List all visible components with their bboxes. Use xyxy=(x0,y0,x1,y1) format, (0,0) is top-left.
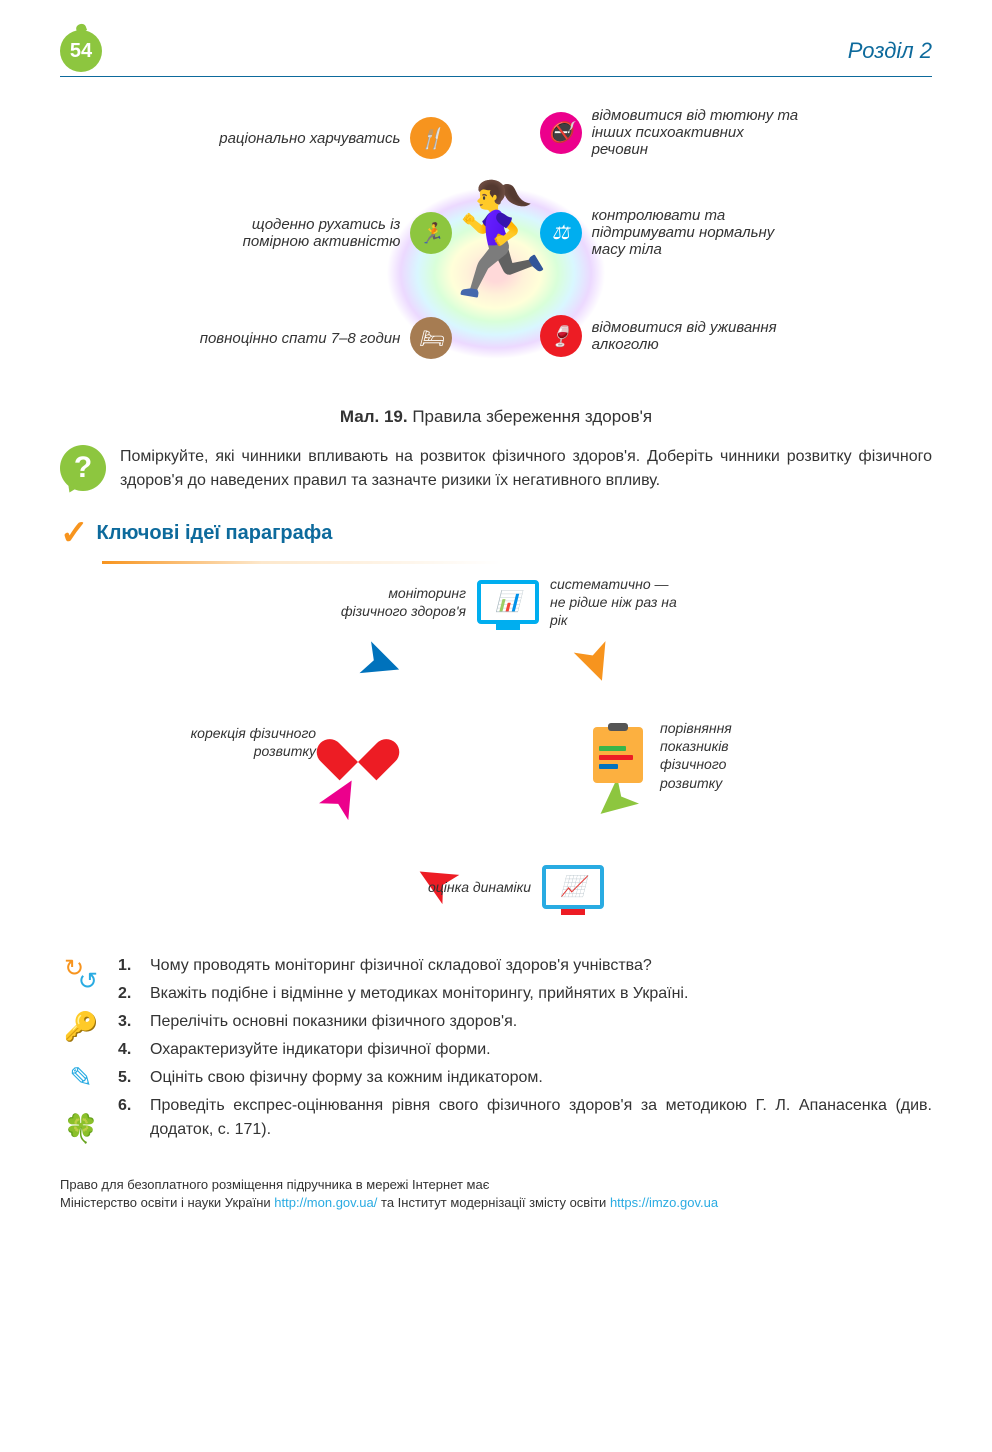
tasks-list: 1. Чому проводять моніторинг фізичної ск… xyxy=(118,954,932,1146)
task-number: 1. xyxy=(118,954,140,978)
task-number: 2. xyxy=(118,982,140,1006)
task-icon: 🍀 xyxy=(64,1112,99,1145)
cycle-label: систематично — не рідше ніж раз на рік xyxy=(550,575,680,630)
key-ideas-title: Ключові ідеї параграфа xyxy=(97,522,333,545)
health-rule-item: раціонально харчуватись 🍴 xyxy=(192,117,452,159)
rule-icon: 🍷 xyxy=(540,315,582,357)
task-row: 2. Вкажіть подібне і відмінне у методика… xyxy=(118,982,932,1006)
cycle-icon xyxy=(64,958,98,992)
chart-icon: 📈 xyxy=(541,859,605,915)
divider xyxy=(102,561,502,564)
footer-url: http://mon.gov.ua/ xyxy=(274,1195,377,1210)
health-rule-item: 🚭 відмовитися від тютюну та інших психоа… xyxy=(540,107,800,158)
cycle-node-monitoring: моніторинг фізичного здоров'я 📊 системат… xyxy=(336,574,680,630)
task-text: Чому проводять моніторинг фізичної склад… xyxy=(150,954,652,978)
rule-text: контролювати та підтримувати нормальну м… xyxy=(592,207,800,258)
key-ideas-header: ✓ Ключові ідеї параграфа xyxy=(60,513,932,553)
health-rule-item: ⚖ контролювати та підтримувати нормальну… xyxy=(540,207,800,258)
rule-text: відмовитися від уживання алкоголю xyxy=(592,319,800,353)
cycle-label: оцінка динаміки xyxy=(401,878,531,896)
figure-caption: Мал. 19. Правила збереження здоров'я xyxy=(60,407,932,427)
task-number: 4. xyxy=(118,1038,140,1062)
rule-text: раціонально харчуватись xyxy=(219,130,400,147)
task-icons-column: 🔑 ✎ 🍀 xyxy=(60,954,102,1146)
page-number: 54 xyxy=(70,40,92,63)
page-header: 54 Розділ 2 xyxy=(60,30,932,77)
task-text: Проведіть експрес-оцінювання рівня свого… xyxy=(150,1094,932,1142)
footer-text: Міністерство освіти і науки України xyxy=(60,1195,274,1210)
footer: Право для безоплатного розміщення підруч… xyxy=(60,1176,932,1212)
page-number-badge: 54 xyxy=(60,30,102,72)
question-text: Поміркуйте, які чинники впливають на роз… xyxy=(120,445,932,493)
footer-text: та Інститут модернізації змісту освіти xyxy=(381,1195,610,1210)
task-icon: 🔑 xyxy=(64,1010,99,1043)
task-number: 3. xyxy=(118,1010,140,1034)
rule-icon: 🛏 xyxy=(410,317,452,359)
heart-icon: ⚙⚙ xyxy=(326,714,390,770)
check-icon: ✓ xyxy=(60,513,89,553)
footer-text: Право для безоплатного розміщення підруч… xyxy=(60,1177,489,1192)
rule-text: повноцінно спати 7–8 годин xyxy=(200,330,401,347)
section-title: Розділ 2 xyxy=(848,38,932,64)
health-rules-infographic: 🏃‍♀️ раціонально харчуватись 🍴щоденно ру… xyxy=(60,97,932,397)
question-icon: ? xyxy=(60,445,106,491)
rule-icon: ⚖ xyxy=(540,212,582,254)
question-block: ? Поміркуйте, які чинники впливають на р… xyxy=(60,445,932,493)
rule-text: відмовитися від тютюну та інших психоакт… xyxy=(592,107,800,158)
health-rule-item: повноцінно спати 7–8 годин 🛏 xyxy=(192,317,452,359)
rule-icon: 🚭 xyxy=(540,112,582,154)
task-row: 1. Чому проводять моніторинг фізичної ск… xyxy=(118,954,932,978)
task-row: 4. Охарактеризуйте індикатори фізичної ф… xyxy=(118,1038,932,1062)
health-rule-item: 🍷 відмовитися від уживання алкоголю xyxy=(540,315,800,357)
rule-icon: 🏃 xyxy=(410,212,452,254)
task-number: 6. xyxy=(118,1094,140,1142)
cycle-node-comparison: порівняння показників фізичного розвитку xyxy=(586,719,790,792)
task-text: Охарактеризуйте індикатори фізичної форм… xyxy=(150,1038,491,1062)
monitor-icon: 📊 xyxy=(476,574,540,630)
tasks-block: 🔑 ✎ 🍀 1. Чому проводять моніторинг фізично… xyxy=(60,954,932,1146)
cycle-arrow: ➤ xyxy=(353,629,410,695)
cycle-arrow: ➤ xyxy=(563,634,629,691)
task-text: Вкажіть подібне і відмінне у методиках м… xyxy=(150,982,688,1006)
caption-label: Мал. 19. xyxy=(340,407,408,426)
task-row: 5. Оцініть свою фізичну форму за кожним … xyxy=(118,1066,932,1090)
health-rule-item: щоденно рухатись із помірною активністю … xyxy=(192,212,452,254)
cycle-label: моніторинг фізичного здоров'я xyxy=(336,584,466,620)
clipboard-icon xyxy=(586,727,650,783)
footer-url: https://imzo.gov.ua xyxy=(610,1195,718,1210)
cycle-label: корекція фізичного розвитку xyxy=(186,724,316,760)
cycle-diagram: ➤➤➤➤➤ моніторинг фізичного здоров'я 📊 си… xyxy=(146,574,846,934)
task-text: Перелічіть основні показники фізичного з… xyxy=(150,1010,517,1034)
caption-text: Правила збереження здоров'я xyxy=(412,407,652,426)
task-text: Оцініть свою фізичну форму за кожним інд… xyxy=(150,1066,543,1090)
task-icon: ✎ xyxy=(69,1061,92,1094)
cycle-arrow: ➤ xyxy=(307,766,376,829)
cycle-node-evaluation: оцінка динаміки 📈 xyxy=(401,859,605,915)
cycle-node-correction: корекція фізичного розвитку ⚙⚙ xyxy=(186,714,390,770)
rule-icon: 🍴 xyxy=(410,117,452,159)
task-row: 3. Перелічіть основні показники фізичног… xyxy=(118,1010,932,1034)
task-number: 5. xyxy=(118,1066,140,1090)
cycle-label: порівняння показників фізичного розвитку xyxy=(660,719,790,792)
task-row: 6. Проведіть експрес-оцінювання рівня св… xyxy=(118,1094,932,1142)
rule-text: щоденно рухатись із помірною активністю xyxy=(192,216,400,250)
